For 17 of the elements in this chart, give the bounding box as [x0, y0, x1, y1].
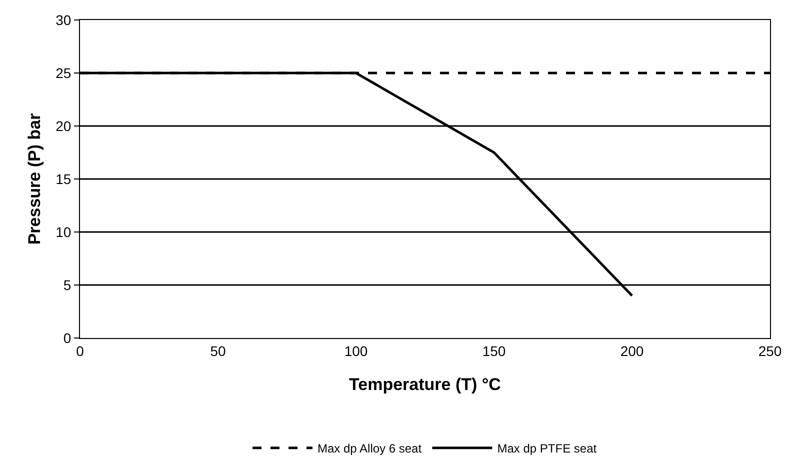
x-tick-label: 0 [76, 342, 84, 359]
x-tick-label: 250 [758, 342, 782, 359]
x-tick-label: 150 [482, 342, 506, 359]
y-tick-label: 5 [63, 276, 72, 293]
legend-label: Max dp Alloy 6 seat [318, 442, 422, 456]
y-tick-label: 15 [56, 170, 72, 187]
y-tick-label: 20 [56, 118, 72, 134]
y-axis-title: Pressure (P) bar [25, 112, 44, 245]
y-tick-label: 0 [63, 330, 72, 346]
x-tick-label: 50 [210, 342, 226, 359]
legend-label: Max dp PTFE seat [497, 442, 598, 456]
x-tick-label: 100 [344, 342, 368, 359]
y-tick-label: 30 [56, 12, 72, 28]
x-tick-label: 200 [620, 342, 644, 359]
y-tick-label: 10 [56, 224, 72, 240]
x-axis-title: Temperature (T) °C [349, 375, 501, 394]
y-tick-label: 25 [56, 64, 72, 81]
